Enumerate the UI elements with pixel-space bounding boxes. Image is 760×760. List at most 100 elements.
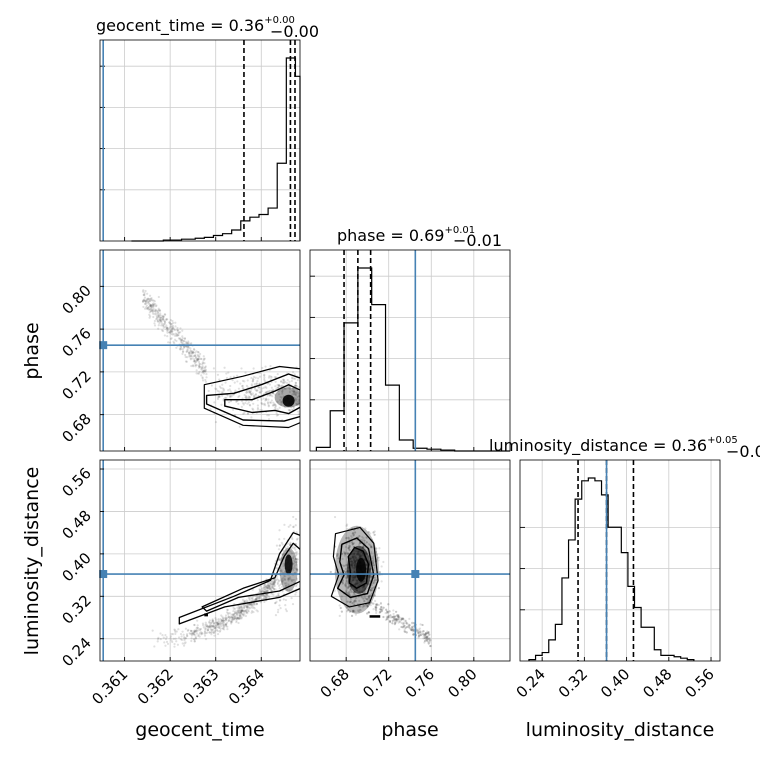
sample-point bbox=[346, 552, 349, 555]
sample-point bbox=[370, 545, 373, 549]
sample-point bbox=[367, 596, 371, 600]
sample-point bbox=[366, 598, 369, 601]
sample-point bbox=[339, 571, 342, 574]
sample-point bbox=[279, 395, 282, 399]
sample-point bbox=[194, 635, 197, 638]
sample-point bbox=[233, 612, 237, 615]
sample-point bbox=[424, 632, 427, 635]
sample-point bbox=[193, 623, 196, 627]
y-tick-label: 0.32 bbox=[58, 591, 94, 627]
sample-point bbox=[348, 544, 351, 547]
sample-point bbox=[358, 610, 361, 613]
sample-point bbox=[223, 623, 226, 627]
sample-point bbox=[159, 314, 162, 317]
sample-point bbox=[183, 642, 186, 645]
sample-point bbox=[238, 611, 241, 614]
sample-point bbox=[345, 537, 348, 540]
sample-point bbox=[385, 608, 388, 611]
sample-point bbox=[254, 376, 257, 379]
sample-point bbox=[245, 396, 248, 399]
sample-point bbox=[347, 608, 350, 612]
sample-point bbox=[225, 617, 228, 620]
sample-point bbox=[203, 357, 206, 360]
sample-point bbox=[391, 619, 394, 622]
sample-point bbox=[290, 578, 293, 581]
sample-point bbox=[202, 369, 206, 372]
sample-point bbox=[213, 622, 216, 625]
sample-point bbox=[241, 402, 245, 405]
sample-point bbox=[246, 611, 249, 615]
sample-point bbox=[166, 329, 169, 332]
sample-point bbox=[363, 539, 366, 542]
sample-point bbox=[245, 611, 248, 614]
sample-point bbox=[352, 534, 355, 537]
sample-point bbox=[254, 598, 257, 601]
sample-point bbox=[198, 365, 201, 368]
sample-point bbox=[283, 537, 286, 540]
sample-point bbox=[411, 627, 414, 630]
sample-point bbox=[214, 625, 217, 628]
sample-point bbox=[351, 602, 354, 605]
sample-point bbox=[367, 542, 371, 546]
sample-point bbox=[267, 405, 270, 408]
sample-point bbox=[263, 597, 266, 600]
sample-point bbox=[181, 350, 185, 354]
sample-point bbox=[246, 606, 249, 609]
sample-point bbox=[367, 611, 370, 614]
sample-point bbox=[292, 556, 295, 559]
sample-point bbox=[366, 598, 369, 601]
sample-point bbox=[151, 304, 154, 307]
sample-point bbox=[424, 635, 427, 638]
sample-point bbox=[162, 324, 165, 327]
sample-point bbox=[353, 600, 356, 603]
sample-point bbox=[258, 594, 261, 597]
sample-point bbox=[395, 618, 398, 621]
sample-point bbox=[250, 605, 253, 608]
sample-point bbox=[193, 348, 196, 351]
sample-point bbox=[265, 586, 268, 589]
sample-point bbox=[375, 606, 378, 609]
sample-point bbox=[349, 597, 353, 600]
sample-point bbox=[267, 584, 270, 587]
sample-point bbox=[252, 375, 256, 379]
sample-point bbox=[148, 294, 152, 297]
sample-point bbox=[195, 363, 198, 367]
sample-point bbox=[182, 633, 185, 636]
sample-point bbox=[348, 610, 352, 613]
sample-point bbox=[177, 628, 180, 631]
sample-point bbox=[286, 542, 290, 545]
sample-point bbox=[160, 317, 163, 320]
sample-point bbox=[386, 610, 389, 613]
sample-point bbox=[423, 633, 426, 637]
sample-point bbox=[145, 298, 148, 301]
sample-point bbox=[151, 310, 154, 313]
sample-point bbox=[346, 600, 349, 603]
sample-point bbox=[276, 581, 279, 584]
sample-point bbox=[419, 630, 422, 633]
contour bbox=[337, 537, 375, 599]
sample-point bbox=[271, 395, 274, 398]
sample-point bbox=[237, 395, 240, 399]
contour bbox=[201, 542, 300, 612]
sample-point bbox=[144, 302, 147, 305]
sample-point bbox=[294, 384, 297, 387]
sample-point bbox=[153, 300, 156, 303]
sample-point bbox=[242, 412, 245, 415]
sample-point bbox=[152, 315, 155, 319]
sample-point bbox=[147, 301, 150, 304]
sample-point bbox=[250, 416, 253, 419]
sample-point bbox=[267, 586, 270, 589]
sample-point bbox=[296, 537, 299, 540]
sample-point bbox=[289, 576, 292, 579]
sample-point bbox=[284, 380, 287, 383]
sample-point bbox=[163, 641, 166, 644]
sample-point bbox=[304, 405, 306, 407]
sample-point bbox=[197, 364, 201, 367]
sample-point bbox=[206, 629, 209, 632]
sample-point bbox=[400, 625, 403, 629]
sample-point bbox=[401, 626, 405, 629]
sample-point bbox=[277, 594, 280, 597]
sample-point bbox=[347, 592, 350, 596]
sample-point bbox=[197, 357, 200, 360]
sample-point bbox=[425, 638, 428, 641]
